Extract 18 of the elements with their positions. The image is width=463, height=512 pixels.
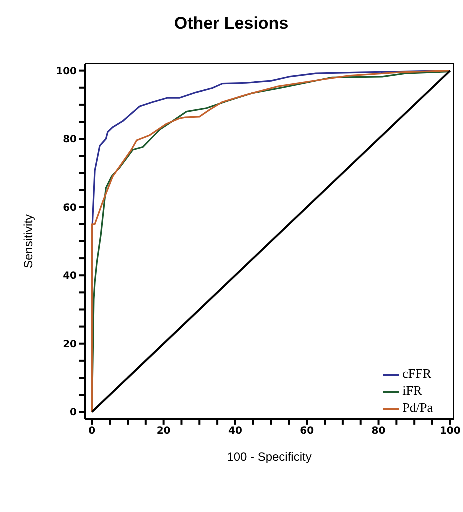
- x-tick-label: 0: [88, 426, 96, 438]
- y-axis-title: Sensitivity: [21, 214, 36, 268]
- chart-title: Other Lesions: [173, 14, 290, 34]
- legend-label: cFFR: [402, 366, 432, 381]
- y-tick-label: 40: [63, 271, 78, 282]
- y-tick-label: 20: [63, 339, 78, 350]
- y-tick-label: 60: [63, 202, 78, 214]
- y-tick-label: 0: [70, 408, 78, 419]
- x-tick-label: 40: [228, 426, 242, 438]
- legend-label: iFR: [402, 382, 422, 398]
- legend-label: Pd/Pa: [402, 400, 433, 415]
- y-tick-label: 100: [56, 66, 78, 78]
- x-axis-title: 100 - Specificity: [227, 450, 312, 464]
- x-tick-label: 20: [156, 426, 171, 438]
- x-tick-label: 80: [372, 426, 386, 438]
- y-tick-label: 80: [63, 134, 78, 146]
- x-tick-label: 60: [300, 426, 314, 438]
- x-tick-label: 100: [440, 426, 461, 438]
